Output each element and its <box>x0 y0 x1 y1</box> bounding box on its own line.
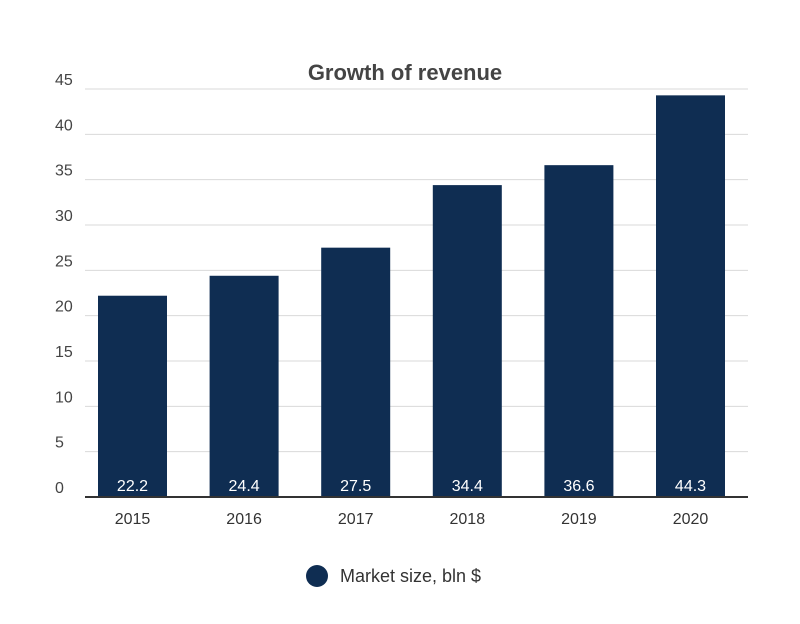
y-axis-ticks: 0 5 10 15 20 25 30 35 40 45 <box>55 72 73 497</box>
legend-marker <box>306 565 328 587</box>
y-tick-label: 45 <box>55 72 73 89</box>
x-axis-ticks: 2015 2016 2017 2018 2019 2020 <box>115 511 709 528</box>
y-tick-label: 40 <box>55 117 73 134</box>
data-label: 24.4 <box>229 478 260 495</box>
data-label: 44.3 <box>675 478 706 495</box>
bar-2015 <box>98 295 167 497</box>
x-tick-label: 2016 <box>226 511 262 528</box>
data-labels: 22.2 24.4 27.5 34.4 36.6 44.3 <box>117 478 706 495</box>
y-tick-label: 0 <box>55 480 64 497</box>
y-tick-label: 35 <box>55 163 73 180</box>
x-tick-label: 2019 <box>561 511 597 528</box>
bar-2017 <box>321 247 391 497</box>
chart-title: Growth of revenue <box>308 60 502 85</box>
y-tick-label: 5 <box>55 435 64 452</box>
bar-2019 <box>544 165 614 497</box>
x-tick-label: 2018 <box>450 511 486 528</box>
bar-2018 <box>432 185 502 497</box>
legend: Market size, bln $ <box>306 565 481 587</box>
bar-2016 <box>209 275 279 497</box>
bar-2020 <box>656 95 725 497</box>
x-tick-label: 2017 <box>338 511 374 528</box>
gridlines <box>85 88 748 453</box>
bars <box>98 95 725 497</box>
y-tick-label: 25 <box>55 253 73 270</box>
legend-label: Market size, bln $ <box>340 566 481 586</box>
x-tick-label: 2015 <box>115 511 151 528</box>
y-tick-label: 30 <box>55 208 73 225</box>
data-label: 34.4 <box>452 478 483 495</box>
y-tick-label: 10 <box>55 389 73 406</box>
data-label: 36.6 <box>563 478 594 495</box>
y-tick-label: 15 <box>55 344 73 361</box>
data-label: 27.5 <box>340 478 371 495</box>
y-tick-label: 20 <box>55 299 73 316</box>
data-label: 22.2 <box>117 478 148 495</box>
x-tick-label: 2020 <box>673 511 709 528</box>
